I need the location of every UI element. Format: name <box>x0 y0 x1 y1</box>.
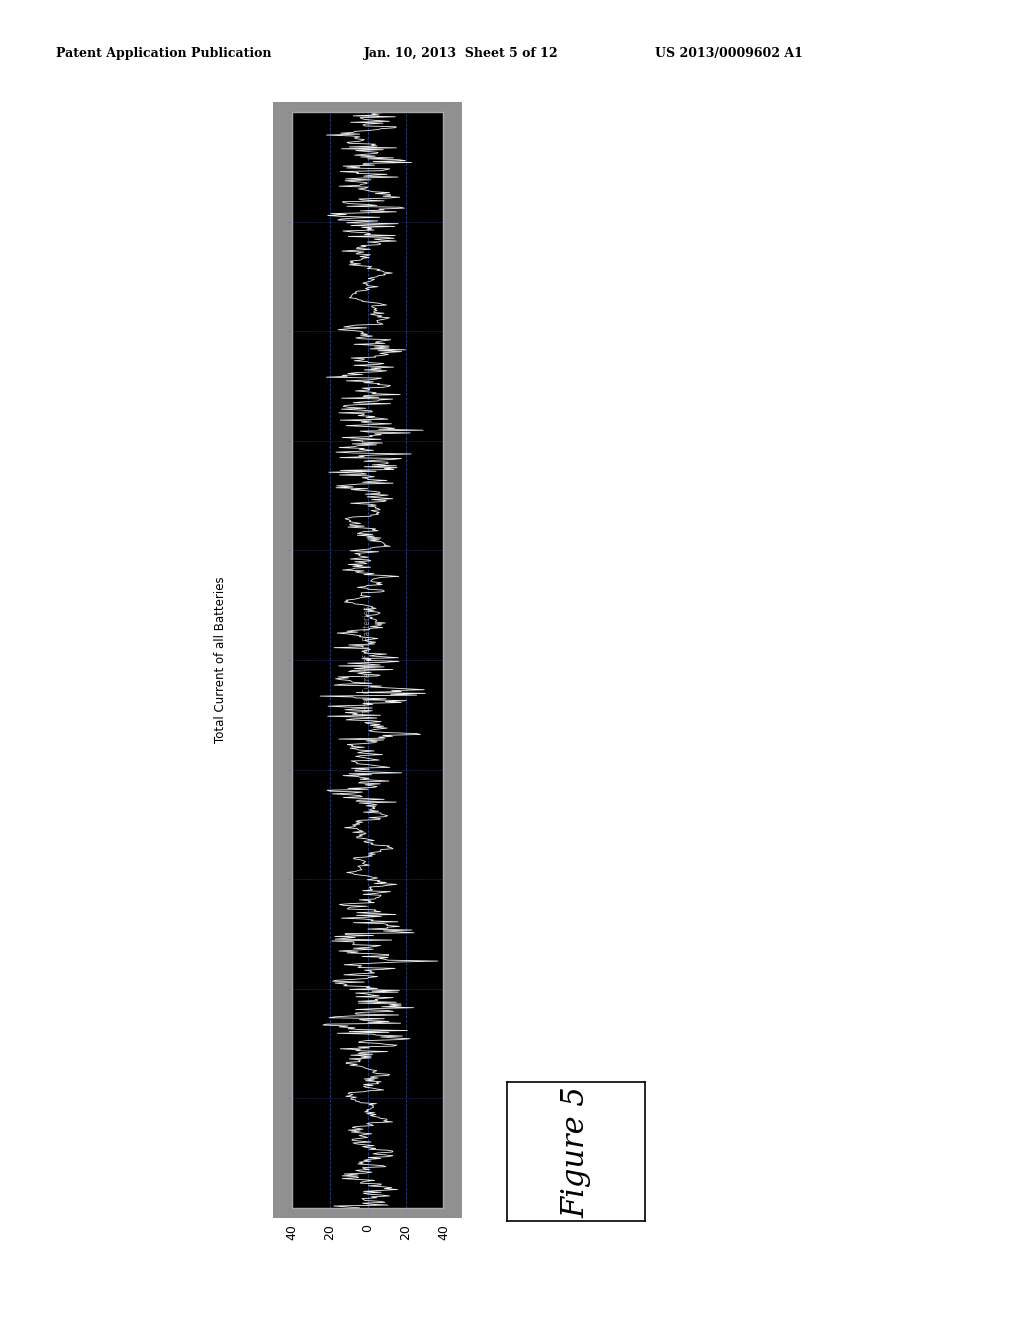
Text: 40: 40 <box>437 1224 450 1239</box>
Text: Patent Application Publication: Patent Application Publication <box>56 46 271 59</box>
Text: 20: 20 <box>324 1224 336 1239</box>
Text: Figure 5: Figure 5 <box>560 1086 592 1217</box>
Text: Total Current of all Batteries: Total Current of all Batteries <box>214 577 226 743</box>
Text: 40: 40 <box>286 1224 298 1239</box>
Text: US 2013/0009602 A1: US 2013/0009602 A1 <box>655 46 803 59</box>
Text: Jan. 10, 2013  Sheet 5 of 12: Jan. 10, 2013 Sheet 5 of 12 <box>364 46 558 59</box>
Text: Total Current of all Batteries: Total Current of all Batteries <box>364 606 372 714</box>
Text: 0: 0 <box>361 1224 374 1232</box>
Text: 20: 20 <box>399 1224 412 1239</box>
